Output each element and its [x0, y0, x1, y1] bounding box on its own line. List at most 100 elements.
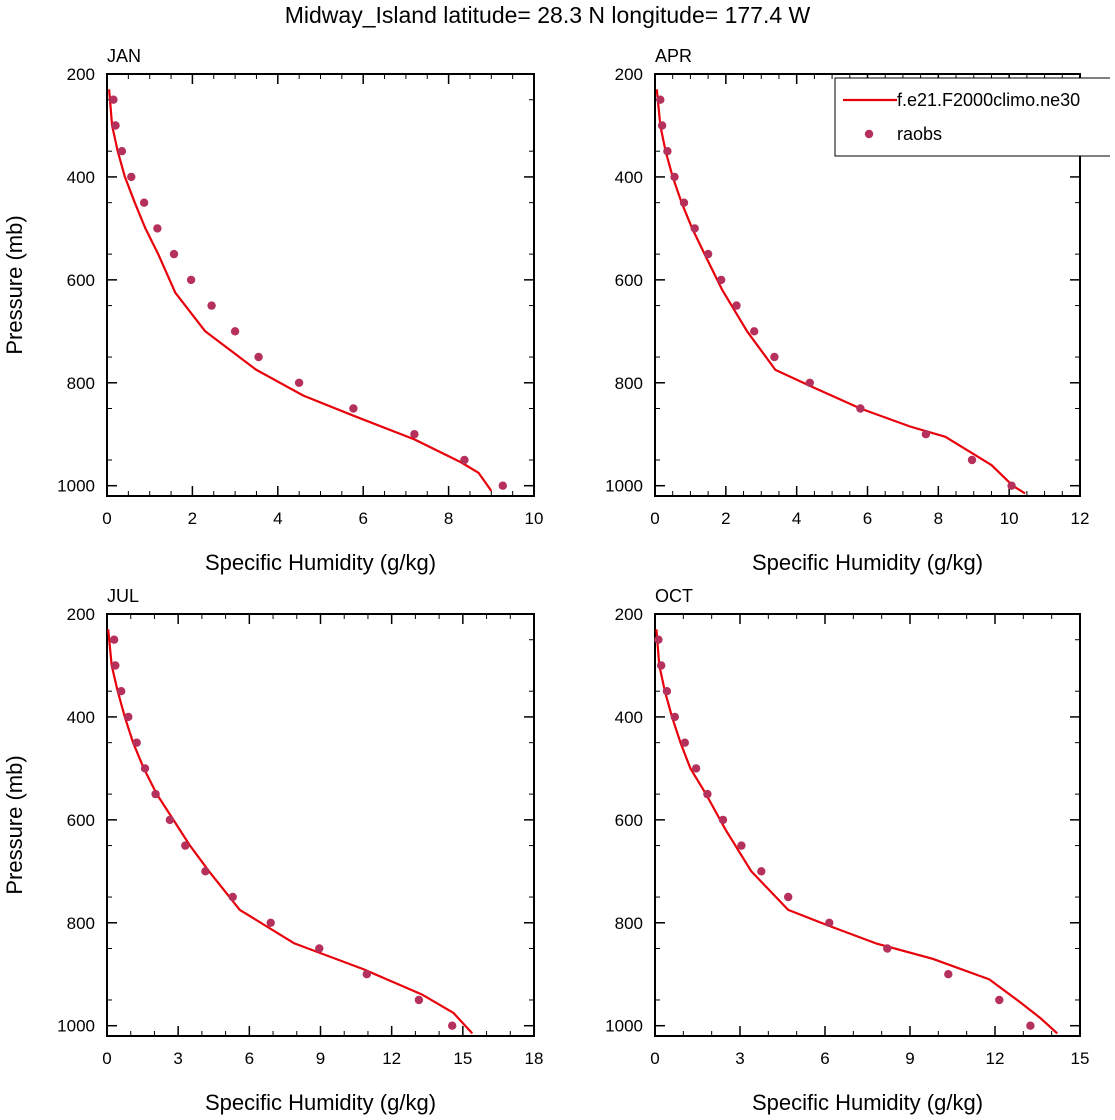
raobs-point	[679, 198, 689, 207]
model-series-line	[108, 89, 493, 492]
y-tick-label: 200	[615, 65, 643, 84]
raobs-point	[737, 841, 746, 850]
plot-frame	[654, 613, 1081, 1037]
y-tick-label: 400	[615, 168, 643, 187]
raobs-point	[717, 275, 726, 285]
raobs-point	[109, 635, 119, 644]
raobs-point	[757, 867, 766, 876]
raobs-point	[127, 172, 136, 182]
raobs-point	[750, 327, 759, 336]
y-tick-label: 400	[67, 168, 95, 187]
y-tick-label: 800	[615, 914, 643, 933]
x-axis-title: Specific Humidity (g/kg)	[752, 550, 983, 575]
raobs-point	[498, 481, 507, 490]
x-tick-label: 9	[905, 1049, 914, 1068]
x-tick-label: 6	[820, 1049, 829, 1068]
y-tick-label: 400	[615, 708, 643, 727]
raobs-point	[921, 430, 931, 439]
legend-marker-swatch	[864, 129, 874, 139]
raobs-point	[657, 121, 667, 130]
x-tick-label: 6	[245, 1049, 254, 1068]
panel-jul: JUL 0 3 6 9 12 15 18 200 400 600 800 1000 Specific Hu…	[2, 586, 543, 1115]
x-tick-label: 12	[382, 1049, 401, 1068]
raobs-point	[784, 892, 793, 902]
raobs-point	[228, 892, 237, 902]
x-tick-label: 0	[650, 1049, 659, 1068]
raobs-point	[410, 430, 419, 439]
raobs-point	[315, 944, 324, 953]
x-tick-label: 6	[358, 509, 367, 528]
plot-frame	[106, 613, 535, 1037]
raobs-point	[132, 738, 141, 747]
raobs-point	[825, 918, 834, 927]
raobs-point	[703, 249, 713, 259]
raobs-point	[670, 712, 679, 722]
legend: f.e21.F2000climo.ne30 raobs	[834, 77, 1110, 157]
raobs-point	[656, 95, 665, 104]
y-tick-label: 600	[67, 271, 95, 290]
raobs-point	[207, 301, 216, 310]
raobs-point	[944, 970, 953, 979]
y-axis-title: Pressure (mb)	[2, 755, 27, 894]
raobs-point	[856, 404, 865, 413]
y-tick-label: 1000	[605, 1017, 643, 1036]
raobs-point	[1007, 481, 1016, 490]
legend-label-model: f.e21.F2000climo.ne30	[897, 90, 1080, 110]
x-tick-label: 12	[986, 1049, 1005, 1068]
y-tick-label: 1000	[57, 477, 95, 496]
raobs-point	[657, 661, 666, 670]
raobs-point	[967, 455, 977, 465]
y-axis-title: Pressure (mb)	[2, 215, 27, 354]
y-tick-label: 800	[67, 914, 95, 933]
y-tick-label: 600	[615, 271, 643, 290]
raobs-point	[117, 687, 126, 696]
raobs-point	[151, 789, 160, 799]
x-tick-label: 4	[792, 509, 801, 528]
x-tick-label: 9	[316, 1049, 325, 1068]
x-tick-label: 15	[453, 1049, 472, 1068]
x-tick-label: 2	[188, 509, 197, 528]
raobs-point	[140, 764, 150, 773]
figure-title: Midway_Island latitude= 28.3 N longitude…	[284, 2, 811, 28]
legend-label-raobs: raobs	[897, 124, 942, 144]
raobs-point	[448, 1021, 457, 1030]
raobs-point	[181, 841, 190, 850]
raobs-point	[169, 249, 179, 259]
raobs-point	[805, 378, 814, 387]
x-tick-label: 10	[1000, 509, 1019, 528]
x-tick-label: 3	[735, 1049, 744, 1068]
raobs-point	[654, 635, 663, 644]
raobs-point	[294, 378, 304, 387]
model-series-line	[655, 89, 1026, 495]
x-tick-label: 0	[102, 1049, 111, 1068]
x-tick-label: 0	[650, 509, 659, 528]
raobs-point	[201, 867, 210, 876]
x-axis-title: Specific Humidity (g/kg)	[205, 550, 436, 575]
model-series-line	[107, 629, 474, 1035]
panel-label: APR	[655, 46, 692, 66]
x-tick-label: 15	[1071, 1049, 1090, 1068]
panel-label: OCT	[655, 586, 693, 606]
y-tick-label: 800	[67, 374, 95, 393]
y-tick-label: 1000	[605, 477, 643, 496]
raobs-point	[732, 301, 741, 310]
panel-apr: APR 0 2 4 6 8 10 12 200 400 600 800 1000 Specific Hum…	[605, 46, 1110, 575]
raobs-point	[230, 327, 240, 336]
x-tick-label: 6	[863, 509, 872, 528]
raobs-point	[995, 995, 1004, 1005]
raobs-point	[117, 147, 127, 156]
raobs-point	[266, 918, 275, 927]
panel-jan: JAN 0 2 4 6 8 10 200 400 600 800 1000 Specific Humid…	[2, 46, 543, 575]
raobs-point	[139, 198, 149, 207]
panel-label: JAN	[107, 46, 141, 66]
y-tick-label: 600	[67, 811, 95, 830]
raobs-point	[362, 970, 371, 979]
x-tick-label: 12	[1071, 509, 1090, 528]
raobs-point	[663, 147, 672, 156]
y-tick-label: 400	[67, 708, 95, 727]
raobs-point	[460, 455, 469, 465]
raobs-point	[153, 224, 162, 233]
legend-box	[834, 77, 1110, 157]
raobs-point	[691, 764, 701, 773]
raobs-point	[1026, 1021, 1035, 1030]
